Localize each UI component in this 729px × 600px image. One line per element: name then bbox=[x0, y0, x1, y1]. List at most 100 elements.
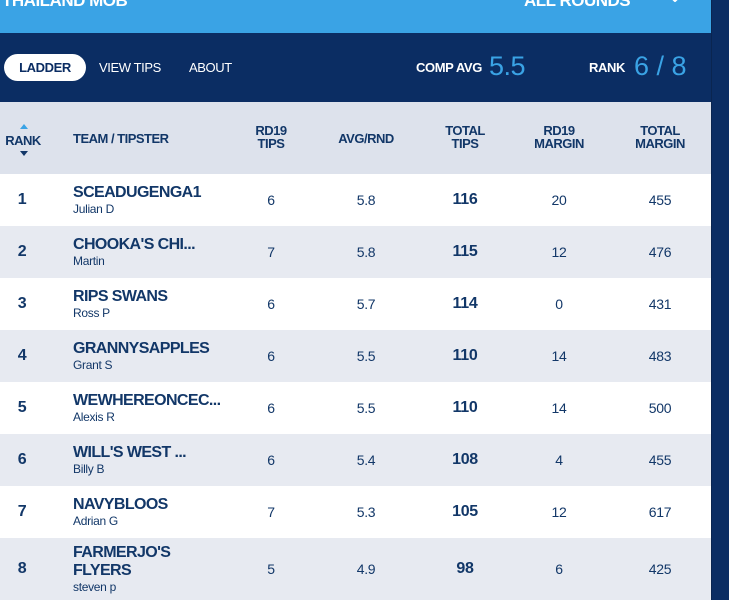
column-header-rd19-margin[interactable]: RD19 MARGIN bbox=[524, 124, 594, 150]
team-name[interactable]: SCEADUGENGA1 bbox=[73, 184, 202, 201]
rank-cell: 2 bbox=[17, 243, 27, 260]
nav-bar: LADDER VIEW TIPS ABOUT COMP AVG 5.5 RANK… bbox=[0, 33, 711, 102]
team-cell: WILL'S WEST ... Billy B bbox=[73, 444, 187, 476]
total-margin-cell: 500 bbox=[648, 400, 672, 416]
column-header-rd19-tips-line1: RD19 bbox=[255, 123, 287, 138]
rd19-tips-cell: 6 bbox=[267, 400, 275, 416]
team-name[interactable]: CHOOKA'S CHI... bbox=[73, 236, 196, 253]
team-name[interactable]: WILL'S WEST ... bbox=[73, 444, 187, 461]
team-cell: CHOOKA'S CHI... Martin bbox=[73, 236, 196, 268]
total-margin-cell: 476 bbox=[648, 244, 672, 260]
ladder-table-header: RANK TEAM / TIPSTER RD19 TIPS AVG/RND TO… bbox=[0, 102, 711, 174]
tab-about[interactable]: ABOUT bbox=[189, 60, 232, 75]
sort-ascending-icon bbox=[20, 124, 28, 129]
rank-cell: 6 bbox=[17, 451, 27, 468]
column-header-total-margin[interactable]: TOTAL MARGIN bbox=[625, 124, 695, 150]
table-row[interactable]: 5 WEWHEREONCEC... Alexis R 6 5.5 110 14 … bbox=[0, 382, 711, 434]
column-header-rank-label: RANK bbox=[5, 133, 41, 148]
team-name[interactable]: RIPS SWANS bbox=[73, 288, 168, 305]
rd19-margin-cell: 14 bbox=[551, 400, 567, 416]
column-header-rd19-margin-line1: RD19 bbox=[543, 123, 575, 138]
team-name[interactable]: FARMERJO'S FLYERS bbox=[73, 544, 171, 579]
total-tips-cell: 108 bbox=[452, 451, 478, 468]
rd19-tips-cell: 7 bbox=[267, 504, 275, 520]
rd19-margin-cell: 12 bbox=[551, 504, 567, 520]
table-row[interactable]: 2 CHOOKA'S CHI... Martin 7 5.8 115 12 47… bbox=[0, 226, 711, 278]
column-header-total-tips[interactable]: TOTAL TIPS bbox=[435, 124, 495, 150]
rd19-margin-cell: 14 bbox=[551, 348, 567, 364]
team-cell: WEWHEREONCEC... Alexis R bbox=[73, 392, 221, 424]
total-margin-cell: 455 bbox=[648, 452, 672, 468]
rd19-tips-cell: 6 bbox=[267, 192, 275, 208]
team-cell: SCEADUGENGA1 Julian D bbox=[73, 184, 202, 216]
sidebar-divider bbox=[711, 0, 712, 600]
sidebar-background bbox=[711, 0, 729, 600]
sort-descending-icon bbox=[20, 151, 28, 156]
avg-cell: 5.7 bbox=[356, 296, 376, 312]
total-margin-cell: 425 bbox=[648, 561, 672, 577]
round-selector[interactable]: ALL ROUNDS bbox=[524, 0, 631, 10]
rank-cell: 8 bbox=[17, 560, 27, 577]
comp-avg-value: 5.5 bbox=[489, 51, 526, 81]
total-margin-cell: 431 bbox=[648, 296, 672, 312]
total-tips-cell: 105 bbox=[452, 503, 478, 520]
tab-ladder[interactable]: LADDER bbox=[4, 54, 86, 81]
avg-cell: 5.5 bbox=[356, 348, 376, 364]
table-row[interactable]: 6 WILL'S WEST ... Billy B 6 5.4 108 4 45… bbox=[0, 434, 711, 486]
rd19-margin-cell: 4 bbox=[555, 452, 563, 468]
rank-cell: 4 bbox=[17, 347, 27, 364]
avg-cell: 5.3 bbox=[356, 504, 376, 520]
table-row[interactable]: 3 RIPS SWANS Ross P 6 5.7 114 0 431 bbox=[0, 278, 711, 330]
column-header-rank[interactable]: RANK bbox=[2, 124, 44, 172]
table-row[interactable]: 4 GRANNYSAPPLES Grant S 6 5.5 110 14 483 bbox=[0, 330, 711, 382]
total-tips-cell: 116 bbox=[452, 191, 478, 208]
tipster-name: Grant S bbox=[73, 358, 113, 372]
column-header-total-margin-line1: TOTAL bbox=[640, 123, 680, 138]
rd19-tips-cell: 6 bbox=[267, 348, 275, 364]
column-header-team[interactable]: TEAM / TIPSTER bbox=[73, 131, 169, 146]
team-name[interactable]: GRANNYSAPPLES bbox=[73, 340, 210, 357]
team-name[interactable]: WEWHEREONCEC... bbox=[73, 392, 221, 409]
rank-cell: 1 bbox=[17, 191, 27, 208]
avg-cell: 5.4 bbox=[356, 452, 376, 468]
rd19-margin-cell: 0 bbox=[555, 296, 563, 312]
column-header-total-margin-line2: MARGIN bbox=[635, 136, 685, 151]
team-cell: RIPS SWANS Ross P bbox=[73, 288, 168, 320]
table-row[interactable]: 1 SCEADUGENGA1 Julian D 6 5.8 116 20 455 bbox=[0, 174, 711, 226]
tipster-name: Alexis R bbox=[73, 410, 115, 424]
rd19-tips-cell: 7 bbox=[267, 244, 275, 260]
column-header-avg-per-round[interactable]: AVG/RND bbox=[338, 131, 394, 146]
tipster-name: Adrian G bbox=[73, 514, 118, 528]
tab-view-tips[interactable]: VIEW TIPS bbox=[99, 60, 161, 75]
tipping-app: THAILAND MOB ALL ROUNDS LADDER VIEW TIPS… bbox=[0, 0, 711, 600]
total-tips-cell: 98 bbox=[456, 560, 474, 577]
tipster-name: Martin bbox=[73, 254, 105, 268]
total-margin-cell: 483 bbox=[648, 348, 672, 364]
team-name[interactable]: NAVYBLOOS bbox=[73, 496, 168, 513]
total-margin-cell: 455 bbox=[648, 192, 672, 208]
table-row[interactable]: 8 FARMERJO'S FLYERS steven p 5 4.9 98 6 … bbox=[0, 538, 711, 600]
rank-cell: 5 bbox=[17, 399, 27, 416]
tipster-name: Billy B bbox=[73, 462, 105, 476]
column-header-rd19-margin-line2: MARGIN bbox=[534, 136, 584, 151]
competition-name[interactable]: THAILAND MOB bbox=[2, 0, 128, 10]
column-header-rd19-tips[interactable]: RD19 TIPS bbox=[241, 124, 301, 150]
rd19-margin-cell: 12 bbox=[551, 244, 567, 260]
rd19-tips-cell: 6 bbox=[267, 452, 275, 468]
total-tips-cell: 110 bbox=[452, 399, 478, 416]
column-header-total-tips-line1: TOTAL bbox=[445, 123, 485, 138]
page-sidebar-edge bbox=[711, 0, 729, 600]
rank-label: RANK bbox=[589, 60, 625, 75]
team-cell: GRANNYSAPPLES Grant S bbox=[73, 340, 210, 372]
chevron-down-icon[interactable] bbox=[668, 0, 682, 4]
rd19-tips-cell: 5 bbox=[267, 561, 275, 577]
column-header-rd19-tips-line2: TIPS bbox=[257, 136, 285, 151]
rd19-margin-cell: 20 bbox=[551, 192, 567, 208]
rd19-margin-cell: 6 bbox=[555, 561, 563, 577]
rank-cell: 7 bbox=[17, 503, 27, 520]
total-tips-cell: 114 bbox=[452, 295, 478, 312]
column-header-total-tips-line2: TIPS bbox=[451, 136, 479, 151]
avg-cell: 5.8 bbox=[356, 192, 376, 208]
avg-cell: 4.9 bbox=[356, 561, 376, 577]
table-row[interactable]: 7 NAVYBLOOS Adrian G 7 5.3 105 12 617 bbox=[0, 486, 711, 538]
